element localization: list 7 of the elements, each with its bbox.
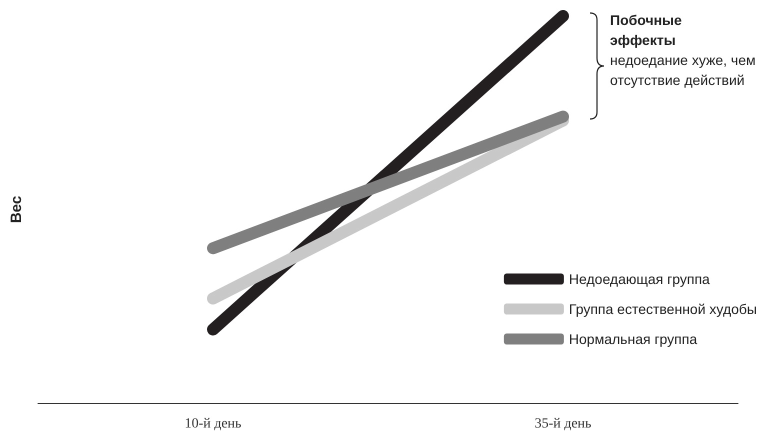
x-tick-label: 35-й день <box>534 416 592 431</box>
legend-label: Нормальная группа <box>568 331 698 347</box>
annotation: недоедание хуже, чем отсутствие действий <box>610 51 757 90</box>
x-tick-label: 10-й день <box>184 416 242 431</box>
legend-label: Группа естественной худобы <box>568 301 758 317</box>
y-axis-title: Вес <box>8 196 25 224</box>
legend-label: Недоедающая группа <box>568 271 710 287</box>
